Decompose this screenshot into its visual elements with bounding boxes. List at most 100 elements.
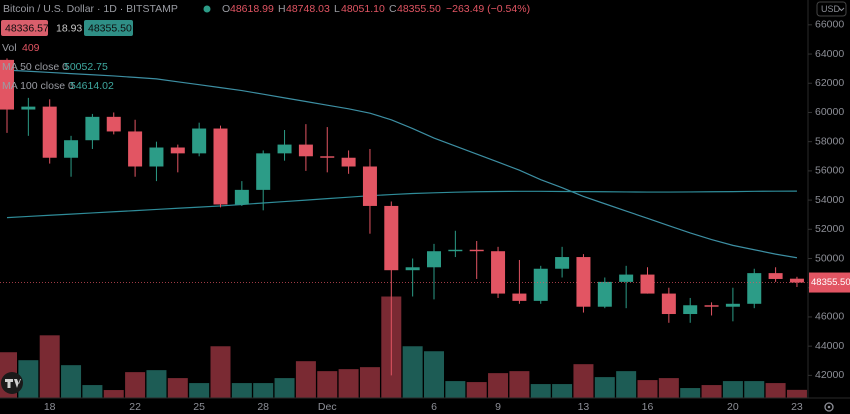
candle-body bbox=[320, 156, 335, 158]
candle-body bbox=[21, 106, 36, 110]
symbol-title: Bitcoin / U.S. Dollar · 1D · BITSTAMP bbox=[3, 3, 178, 15]
sell-box[interactable] bbox=[1, 20, 48, 36]
candle-body bbox=[213, 128, 228, 205]
ma50-name: MA 50 close 0 bbox=[2, 61, 68, 73]
x-tick-label: 22 bbox=[129, 401, 141, 413]
settings-icon[interactable] bbox=[824, 402, 834, 412]
volume-bar bbox=[253, 383, 274, 398]
volume-bar bbox=[765, 383, 786, 398]
volume-bar bbox=[338, 369, 359, 398]
volume-bar bbox=[637, 380, 658, 398]
ma50-value: 50052.75 bbox=[64, 61, 108, 73]
volume-bar bbox=[210, 346, 231, 398]
buy-price[interactable]: 48355.50 bbox=[88, 22, 132, 34]
buy-box[interactable] bbox=[84, 20, 133, 36]
y-tick-label: 42000 bbox=[815, 369, 844, 381]
candle-body bbox=[491, 251, 506, 294]
y-tick-label: 54000 bbox=[815, 194, 844, 206]
logo-circle bbox=[1, 372, 23, 394]
candle-body bbox=[298, 144, 313, 157]
moving-average bbox=[6, 190, 797, 219]
candle-body bbox=[427, 251, 441, 268]
volume-bar bbox=[18, 360, 39, 398]
candle-body bbox=[277, 144, 292, 154]
ma100-name: MA 100 close 0 bbox=[2, 80, 74, 92]
candle-body bbox=[512, 293, 527, 301]
y-tick-label: 56000 bbox=[815, 165, 844, 177]
volume-bar bbox=[488, 373, 509, 398]
candle-body bbox=[192, 128, 207, 154]
x-tick-label: 9 bbox=[495, 401, 501, 413]
y-tick-label: 62000 bbox=[815, 77, 844, 89]
candle-body bbox=[640, 274, 655, 294]
volume-bar bbox=[744, 381, 765, 398]
volume-bar bbox=[274, 378, 295, 398]
candle-body bbox=[555, 257, 570, 269]
volume-bar bbox=[39, 335, 60, 398]
volume-bar bbox=[103, 390, 124, 398]
gear[interactable] bbox=[824, 402, 834, 412]
volume-name: Vol bbox=[2, 42, 17, 54]
y-tick-label: 50000 bbox=[815, 252, 844, 264]
candle-body bbox=[149, 147, 164, 167]
volume-bar bbox=[445, 381, 466, 398]
legend: Bitcoin / U.S. Dollar · 1D · BITSTAMP O … bbox=[1, 3, 530, 92]
spread: 18.93 bbox=[56, 22, 82, 34]
low-key: L bbox=[334, 3, 340, 15]
volume-bar bbox=[82, 385, 103, 398]
volume-bar bbox=[594, 377, 615, 398]
y-tick-label: 44000 bbox=[815, 340, 844, 352]
currency-button[interactable] bbox=[816, 1, 847, 17]
gear-center[interactable] bbox=[827, 405, 831, 409]
volume-bar bbox=[317, 371, 338, 398]
candle-body bbox=[619, 274, 634, 282]
candle-body bbox=[768, 273, 783, 279]
candle-body bbox=[405, 267, 420, 271]
x-tick-label: 18 bbox=[44, 401, 56, 413]
volume-bar bbox=[466, 382, 487, 398]
candle-body bbox=[234, 189, 249, 205]
x-tick-label: 20 bbox=[727, 401, 739, 413]
candle-body bbox=[448, 249, 463, 252]
volume-bar bbox=[189, 383, 210, 398]
volume-bar bbox=[786, 389, 807, 398]
candle-body bbox=[256, 153, 271, 190]
candle-body bbox=[725, 303, 740, 307]
close-key: C bbox=[389, 3, 397, 15]
volume-bar bbox=[509, 371, 530, 398]
currency-caret[interactable] bbox=[838, 7, 845, 12]
candle-body bbox=[64, 140, 79, 158]
price-label: 48355.50 bbox=[811, 277, 850, 288]
volume-bar bbox=[231, 383, 252, 398]
candle-body bbox=[469, 249, 484, 252]
volume-bar bbox=[680, 388, 701, 398]
axes: 4200044000460004800050000520005400056000… bbox=[44, 19, 850, 413]
currency-label[interactable]: USD bbox=[821, 4, 841, 14]
low-value: 48051.10 bbox=[341, 3, 385, 15]
sell-price[interactable]: 48336.57 bbox=[5, 22, 49, 34]
status-dot bbox=[203, 5, 211, 13]
y-tick-label: 46000 bbox=[815, 311, 844, 323]
x-tick-label: 16 bbox=[642, 401, 654, 413]
candle-body bbox=[597, 281, 612, 307]
y-tick-label: 52000 bbox=[815, 223, 844, 235]
candle-body bbox=[42, 106, 57, 158]
volume-value: 409 bbox=[22, 42, 40, 54]
moving-average bbox=[6, 69, 798, 259]
volume-bar bbox=[402, 346, 423, 398]
plot-area bbox=[0, 58, 808, 398]
volume-bar bbox=[616, 371, 637, 398]
y-tick-label: 60000 bbox=[815, 106, 844, 118]
x-tick-label: 13 bbox=[578, 401, 590, 413]
candle-body bbox=[683, 305, 698, 315]
candle-body bbox=[341, 157, 356, 167]
x-tick-label: 23 bbox=[791, 401, 803, 413]
volume-bar bbox=[61, 365, 82, 398]
volume-bar bbox=[125, 372, 146, 398]
candle-body bbox=[533, 268, 548, 301]
volume-bar bbox=[658, 378, 679, 398]
open-key: O bbox=[222, 3, 230, 15]
